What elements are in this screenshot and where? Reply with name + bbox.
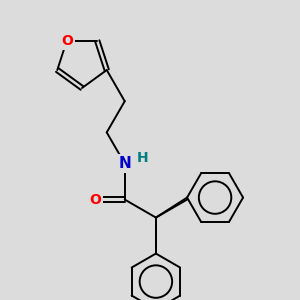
Text: N: N [118,156,131,171]
Text: O: O [61,34,73,48]
Text: O: O [89,193,101,207]
Text: H: H [137,151,148,165]
